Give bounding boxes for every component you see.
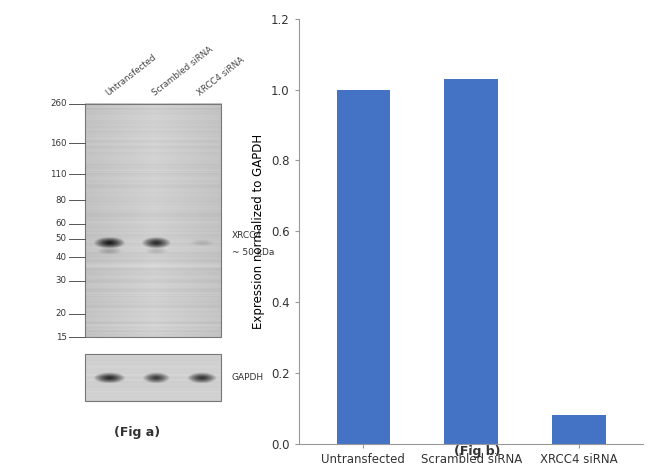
Text: GAPDH: GAPDH [232,373,264,382]
Text: 40: 40 [56,253,67,262]
Text: (Fig a): (Fig a) [114,426,161,439]
Text: XRCC4: XRCC4 [232,231,262,240]
Bar [85,354,221,401]
Text: 15: 15 [56,333,67,342]
Text: 60: 60 [56,219,67,228]
Bar [85,104,221,337]
Text: 110: 110 [50,170,67,179]
Text: 20: 20 [56,309,67,318]
Text: XRCC4 siRNA: XRCC4 siRNA [196,55,246,97]
Text: Untransfected: Untransfected [104,52,158,97]
Text: 30: 30 [56,276,67,285]
Text: ~ 50 kDa: ~ 50 kDa [232,248,274,257]
Text: (Fig b): (Fig b) [454,445,501,458]
Bar [337,90,391,444]
Text: 80: 80 [56,196,67,205]
Y-axis label: Expression normalized to GAPDH: Expression normalized to GAPDH [252,134,265,329]
Bar [444,79,498,444]
Text: Scrambled siRNA: Scrambled siRNA [150,44,214,97]
Bar [552,415,606,444]
Text: 160: 160 [50,139,67,148]
Text: 260: 260 [50,99,67,108]
Text: 50: 50 [56,234,67,243]
